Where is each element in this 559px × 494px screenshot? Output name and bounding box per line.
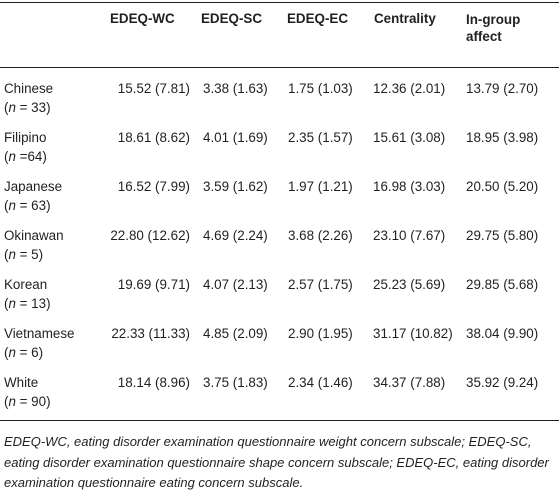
cell: 22.33 (11.33) bbox=[111, 326, 190, 341]
sample-size: (n = 63) bbox=[4, 198, 51, 214]
group-name: Vietnamese bbox=[4, 326, 75, 341]
sample-part: =64) bbox=[15, 149, 47, 164]
cell: 22.80 (12.62) bbox=[110, 228, 190, 243]
sample-part: n bbox=[8, 247, 16, 262]
cell: 13.79 (2.70) bbox=[466, 81, 539, 96]
sample-size: (n = 90) bbox=[4, 394, 51, 410]
cell: 38.04 (9.90) bbox=[466, 326, 539, 341]
group-name: Chinese bbox=[4, 81, 54, 96]
top-rule bbox=[0, 2, 559, 3]
sample-part: ( bbox=[4, 247, 9, 262]
group-name: Okinawan bbox=[4, 228, 64, 243]
cell: 34.37 (7.88) bbox=[373, 375, 446, 390]
bottom-rule bbox=[0, 420, 559, 421]
footnote: EDEQ-WC, eating disorder examination que… bbox=[4, 434, 549, 490]
cell: 2.57 (1.75) bbox=[288, 277, 353, 292]
cell: 15.52 (7.81) bbox=[117, 81, 190, 96]
cell: 4.85 (2.09) bbox=[203, 326, 268, 341]
sample-part: n bbox=[8, 345, 16, 360]
sample-part: n bbox=[8, 149, 16, 164]
sample-part: = 33) bbox=[15, 100, 51, 115]
column-header: Centrality bbox=[374, 11, 436, 26]
sample-part: ( bbox=[4, 345, 9, 360]
cell: 3.59 (1.62) bbox=[203, 179, 268, 194]
cell: 29.75 (5.80) bbox=[466, 228, 539, 243]
sample-part: = 6) bbox=[15, 345, 44, 360]
sample-part: = 90) bbox=[15, 394, 51, 409]
cell: 15.61 (3.08) bbox=[373, 130, 446, 145]
cell: 20.50 (5.20) bbox=[466, 179, 539, 194]
sample-part: ( bbox=[4, 394, 9, 409]
sample-part: = 5) bbox=[15, 247, 44, 262]
sample-size: (n = 13) bbox=[4, 296, 51, 312]
cell: 18.61 (8.62) bbox=[117, 130, 190, 145]
sample-part: = 63) bbox=[15, 198, 51, 213]
cell: 12.36 (2.01) bbox=[373, 81, 446, 96]
column-header: EDEQ-EC bbox=[287, 11, 349, 26]
sample-size: (n = 33) bbox=[4, 100, 51, 116]
group-name: Japanese bbox=[4, 179, 63, 194]
header-rule bbox=[0, 67, 559, 68]
sample-part: n bbox=[8, 296, 16, 311]
sample-part: n bbox=[8, 394, 16, 409]
cell: 3.68 (2.26) bbox=[288, 228, 353, 243]
cell: 23.10 (7.67) bbox=[373, 228, 446, 243]
column-header: EDEQ-SC bbox=[201, 11, 263, 26]
cell: 29.85 (5.68) bbox=[466, 277, 539, 292]
cell: 4.69 (2.24) bbox=[203, 228, 268, 243]
cell: 1.97 (1.21) bbox=[288, 179, 353, 194]
cell: 2.34 (1.46) bbox=[288, 375, 353, 390]
sample-size: (n = 6) bbox=[4, 345, 43, 361]
cell: 4.07 (2.13) bbox=[203, 277, 268, 292]
cell: 2.90 (1.95) bbox=[288, 326, 353, 341]
cell: 2.35 (1.57) bbox=[288, 130, 353, 145]
sample-size: (n = 5) bbox=[4, 247, 43, 263]
sample-part: n bbox=[8, 198, 16, 213]
cell: 1.75 (1.03) bbox=[288, 81, 353, 96]
cell: 18.95 (3.98) bbox=[466, 130, 539, 145]
group-name: White bbox=[4, 375, 39, 390]
cell: 19.69 (9.71) bbox=[117, 277, 190, 292]
sample-part: n bbox=[8, 100, 16, 115]
group-name: Korean bbox=[4, 277, 48, 292]
cell: 3.38 (1.63) bbox=[203, 81, 268, 96]
sample-part: = 13) bbox=[15, 296, 51, 311]
sample-part: ( bbox=[4, 100, 9, 115]
cell: 18.14 (8.96) bbox=[117, 375, 190, 390]
sample-part: ( bbox=[4, 149, 9, 164]
cell: 3.75 (1.83) bbox=[203, 375, 268, 390]
cell: 16.98 (3.03) bbox=[373, 179, 446, 194]
column-header: EDEQ-WC bbox=[110, 11, 175, 26]
sample-part: ( bbox=[4, 198, 9, 213]
group-name: Filipino bbox=[4, 130, 47, 145]
sample-size: (n =64) bbox=[4, 149, 47, 165]
cell: 4.01 (1.69) bbox=[203, 130, 268, 145]
cell: 31.17 (10.82) bbox=[373, 326, 453, 341]
cell: 35.92 (9.24) bbox=[466, 375, 539, 390]
column-header: In-group affect bbox=[466, 12, 521, 44]
cell: 25.23 (5.69) bbox=[373, 277, 446, 292]
sample-part: ( bbox=[4, 296, 9, 311]
cell: 16.52 (7.99) bbox=[117, 179, 190, 194]
